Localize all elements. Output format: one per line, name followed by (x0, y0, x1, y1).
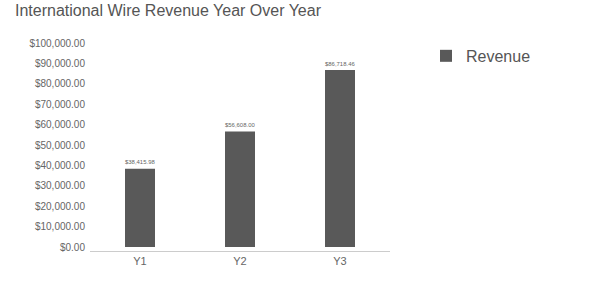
svg-text:$40,000.00: $40,000.00 (35, 160, 85, 171)
svg-text:$0.00: $0.00 (60, 242, 85, 253)
svg-text:$50,000.00: $50,000.00 (35, 140, 85, 151)
svg-text:$86,718.46: $86,718.46 (325, 61, 355, 67)
svg-text:International Wire Revenue Yea: International Wire Revenue Year Over Yea… (15, 2, 322, 19)
svg-text:$80,000.00: $80,000.00 (35, 78, 85, 89)
svg-text:$56,608.00: $56,608.00 (225, 122, 255, 128)
svg-text:$60,000.00: $60,000.00 (35, 119, 85, 130)
svg-text:Y2: Y2 (233, 255, 246, 267)
svg-text:Y1: Y1 (133, 255, 146, 267)
svg-text:$38,415.98: $38,415.98 (125, 159, 155, 165)
svg-text:Revenue: Revenue (466, 48, 530, 65)
svg-text:$30,000.00: $30,000.00 (35, 180, 85, 191)
svg-text:$20,000.00: $20,000.00 (35, 201, 85, 212)
svg-text:$70,000.00: $70,000.00 (35, 99, 85, 110)
svg-text:$100,000.00: $100,000.00 (29, 38, 85, 49)
svg-text:Y3: Y3 (333, 255, 346, 267)
svg-text:$10,000.00: $10,000.00 (35, 221, 85, 232)
svg-text:$90,000.00: $90,000.00 (35, 58, 85, 69)
